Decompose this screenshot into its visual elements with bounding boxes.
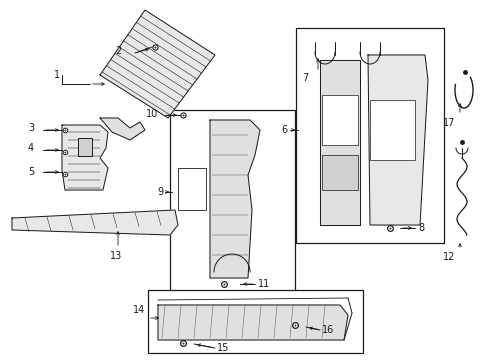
Bar [178, 168, 205, 210]
Text: 2: 2 [115, 46, 121, 56]
Polygon shape [158, 305, 347, 340]
Text: 8: 8 [417, 223, 423, 233]
Text: 1: 1 [54, 70, 60, 80]
Polygon shape [100, 118, 145, 140]
Polygon shape [319, 60, 359, 225]
Text: 4: 4 [28, 143, 34, 153]
Bar [78, 138, 92, 156]
Polygon shape [367, 55, 427, 225]
Text: 15: 15 [217, 343, 229, 353]
Polygon shape [209, 120, 260, 278]
Bar [321, 155, 357, 190]
Text: 14: 14 [132, 305, 145, 315]
Text: 7: 7 [301, 73, 307, 83]
Bar [295, 28, 443, 243]
Bar [369, 100, 414, 160]
Text: 13: 13 [110, 251, 122, 261]
Bar [321, 95, 357, 145]
Polygon shape [12, 210, 178, 235]
Text: 6: 6 [281, 125, 287, 135]
Text: 17: 17 [442, 118, 454, 128]
Bar [148, 290, 362, 353]
Bar [170, 110, 294, 295]
Text: 11: 11 [258, 279, 270, 289]
Text: 5: 5 [28, 167, 34, 177]
Polygon shape [62, 125, 108, 190]
Text: 12: 12 [442, 252, 454, 262]
Polygon shape [100, 10, 215, 118]
Text: 3: 3 [28, 123, 34, 133]
Text: 9: 9 [157, 187, 163, 197]
Text: 10: 10 [146, 109, 158, 119]
Text: 16: 16 [321, 325, 334, 335]
